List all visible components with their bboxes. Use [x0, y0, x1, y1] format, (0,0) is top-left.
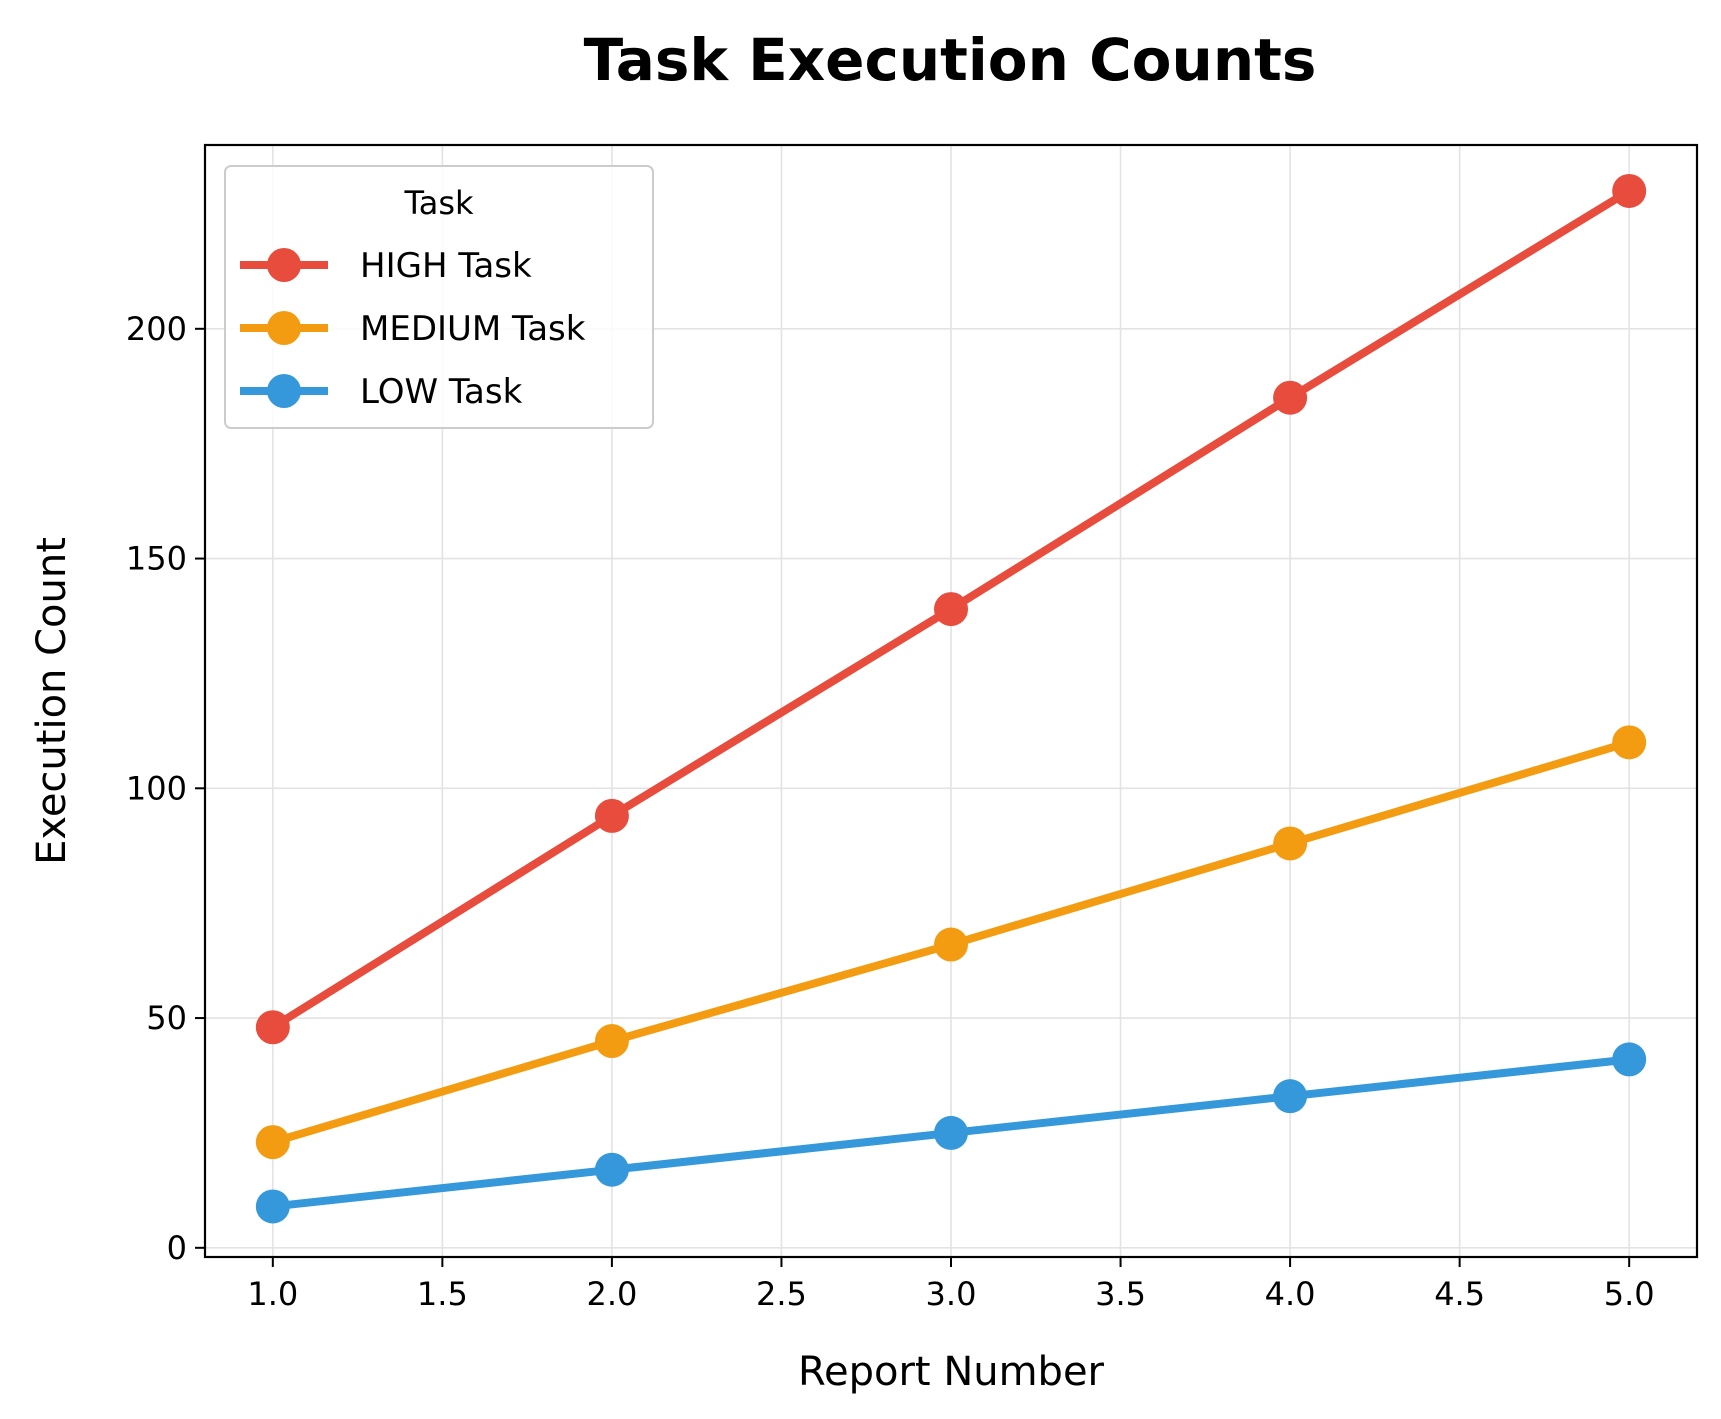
legend-label: HIGH Task: [360, 246, 532, 286]
data-point-high: [594, 798, 629, 833]
legend-label: LOW Task: [360, 372, 523, 412]
data-point-medium: [934, 927, 968, 962]
series-low: [255, 1042, 1647, 1224]
data-point-medium: [1273, 826, 1308, 861]
data-point-high: [934, 592, 968, 627]
legend-box: [224, 165, 654, 429]
x-tick-label: 1.0: [247, 1275, 298, 1313]
legend-swatch-marker: [267, 374, 301, 408]
legend-entry-low: LOW Task: [240, 372, 523, 412]
legend-swatch-marker: [267, 311, 301, 345]
data-point-high: [255, 1010, 290, 1045]
x-tick-label: 3.0: [926, 1275, 977, 1313]
series-layer: [255, 173, 1647, 1224]
x-tick-label: 2.0: [586, 1275, 637, 1313]
legend: Task HIGH Task MEDIUM Task LOW Task: [224, 165, 654, 429]
data-point-low: [1612, 1042, 1647, 1077]
x-axis-label: Report Number: [798, 1349, 1105, 1395]
legend-entry-high: HIGH Task: [240, 246, 532, 286]
y-tick-label: 0: [167, 1229, 187, 1267]
x-tick-label: 4.5: [1434, 1275, 1485, 1313]
y-tick-label: 200: [126, 310, 187, 348]
data-point-low: [1273, 1079, 1308, 1114]
legend-title: Task: [403, 184, 474, 222]
legend-label: MEDIUM Task: [360, 309, 586, 349]
y-tick-label: 150: [126, 540, 187, 578]
data-point-medium: [594, 1024, 629, 1059]
data-point-medium: [255, 1125, 290, 1160]
y-axis-label: Execution Count: [29, 537, 75, 865]
data-point-low: [594, 1152, 629, 1187]
series-medium: [255, 725, 1647, 1160]
y-axis-ticks: 0 50 100 150 200: [126, 310, 205, 1267]
x-tick-label: 1.5: [417, 1275, 468, 1313]
grid: [205, 145, 1697, 1257]
x-axis-ticks: 1.0 1.5 2.0 2.5 3.0 3.5 4.0 4.5 5.0: [247, 1257, 1655, 1313]
chart-title: Task Execution Counts: [584, 26, 1317, 94]
y-tick-label: 50: [146, 999, 187, 1037]
data-point-high: [1612, 173, 1647, 208]
series-high: [255, 173, 1647, 1045]
y-tick-label: 100: [126, 769, 187, 807]
data-point-low: [934, 1115, 968, 1150]
x-tick-label: 2.5: [756, 1275, 807, 1313]
legend-swatch-marker: [267, 248, 301, 282]
data-point-low: [255, 1189, 290, 1224]
data-point-medium: [1612, 725, 1647, 760]
data-point-high: [1273, 380, 1308, 415]
x-tick-label: 4.0: [1265, 1275, 1316, 1313]
x-tick-label: 5.0: [1604, 1275, 1655, 1313]
x-tick-label: 3.5: [1095, 1275, 1146, 1313]
legend-entry-medium: MEDIUM Task: [240, 309, 586, 349]
